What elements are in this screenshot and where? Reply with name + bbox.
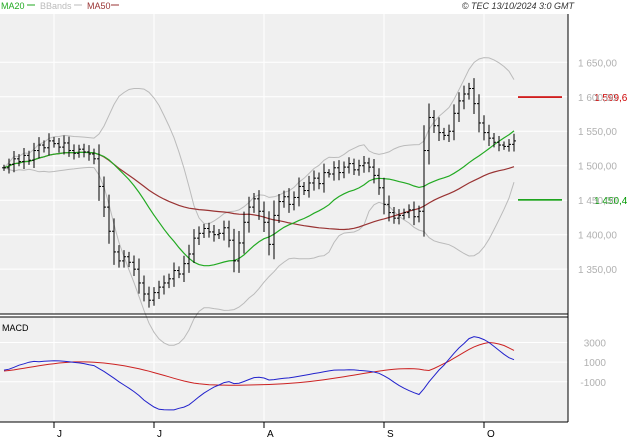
x-tick-label: A xyxy=(267,429,274,440)
axis-labels: 1 350,00 1 400,00 1 450,00 1 500,00 1 550,00… xyxy=(53,58,617,440)
legend-ma50-label: MA50 xyxy=(87,1,111,11)
x-tick-label: J xyxy=(157,429,162,440)
price-tick-label: 1 650,00 xyxy=(578,58,617,69)
macd-tick-label: -1000 xyxy=(580,378,606,389)
x-tick-label: J xyxy=(57,429,62,440)
price-tick-label: 1 350,00 xyxy=(578,265,617,276)
macd-main-line xyxy=(3,336,515,411)
legend-bbands-label: BBands xyxy=(40,1,72,11)
macd-signal-line xyxy=(3,341,515,386)
reference-line-label: 1 599,6 xyxy=(594,93,627,104)
price-tick-label: 1 450,00 xyxy=(578,196,617,207)
price-tick-label: 1 500,00 xyxy=(578,162,617,173)
reference-lines: 1 599,6 1 450,48 xyxy=(518,93,627,207)
reference-line-label: 1 450,48 xyxy=(594,196,627,207)
x-tick-label: S xyxy=(387,429,394,440)
macd-lines xyxy=(3,336,515,411)
macd-tick-label: 3000 xyxy=(584,339,607,350)
grid-layer xyxy=(0,14,568,422)
macd-panel-bg xyxy=(0,317,568,422)
x-tick-label: O xyxy=(487,429,495,440)
legend: MA20 BBands MA50 xyxy=(1,1,119,11)
macd-title: MACD xyxy=(2,323,29,333)
macd-tick-label: 1000 xyxy=(584,358,607,369)
price-tick-label: 1 600,00 xyxy=(578,93,617,104)
price-bars xyxy=(2,78,516,308)
price-tick-label: 1 400,00 xyxy=(578,231,617,242)
price-tick-label: 1 550,00 xyxy=(578,127,617,138)
legend-ma20-label: MA20 xyxy=(1,1,25,11)
copyright-text: © TEC 13/10/2024 3:0 GMT xyxy=(462,1,576,11)
bbands-lower-line xyxy=(3,166,515,346)
